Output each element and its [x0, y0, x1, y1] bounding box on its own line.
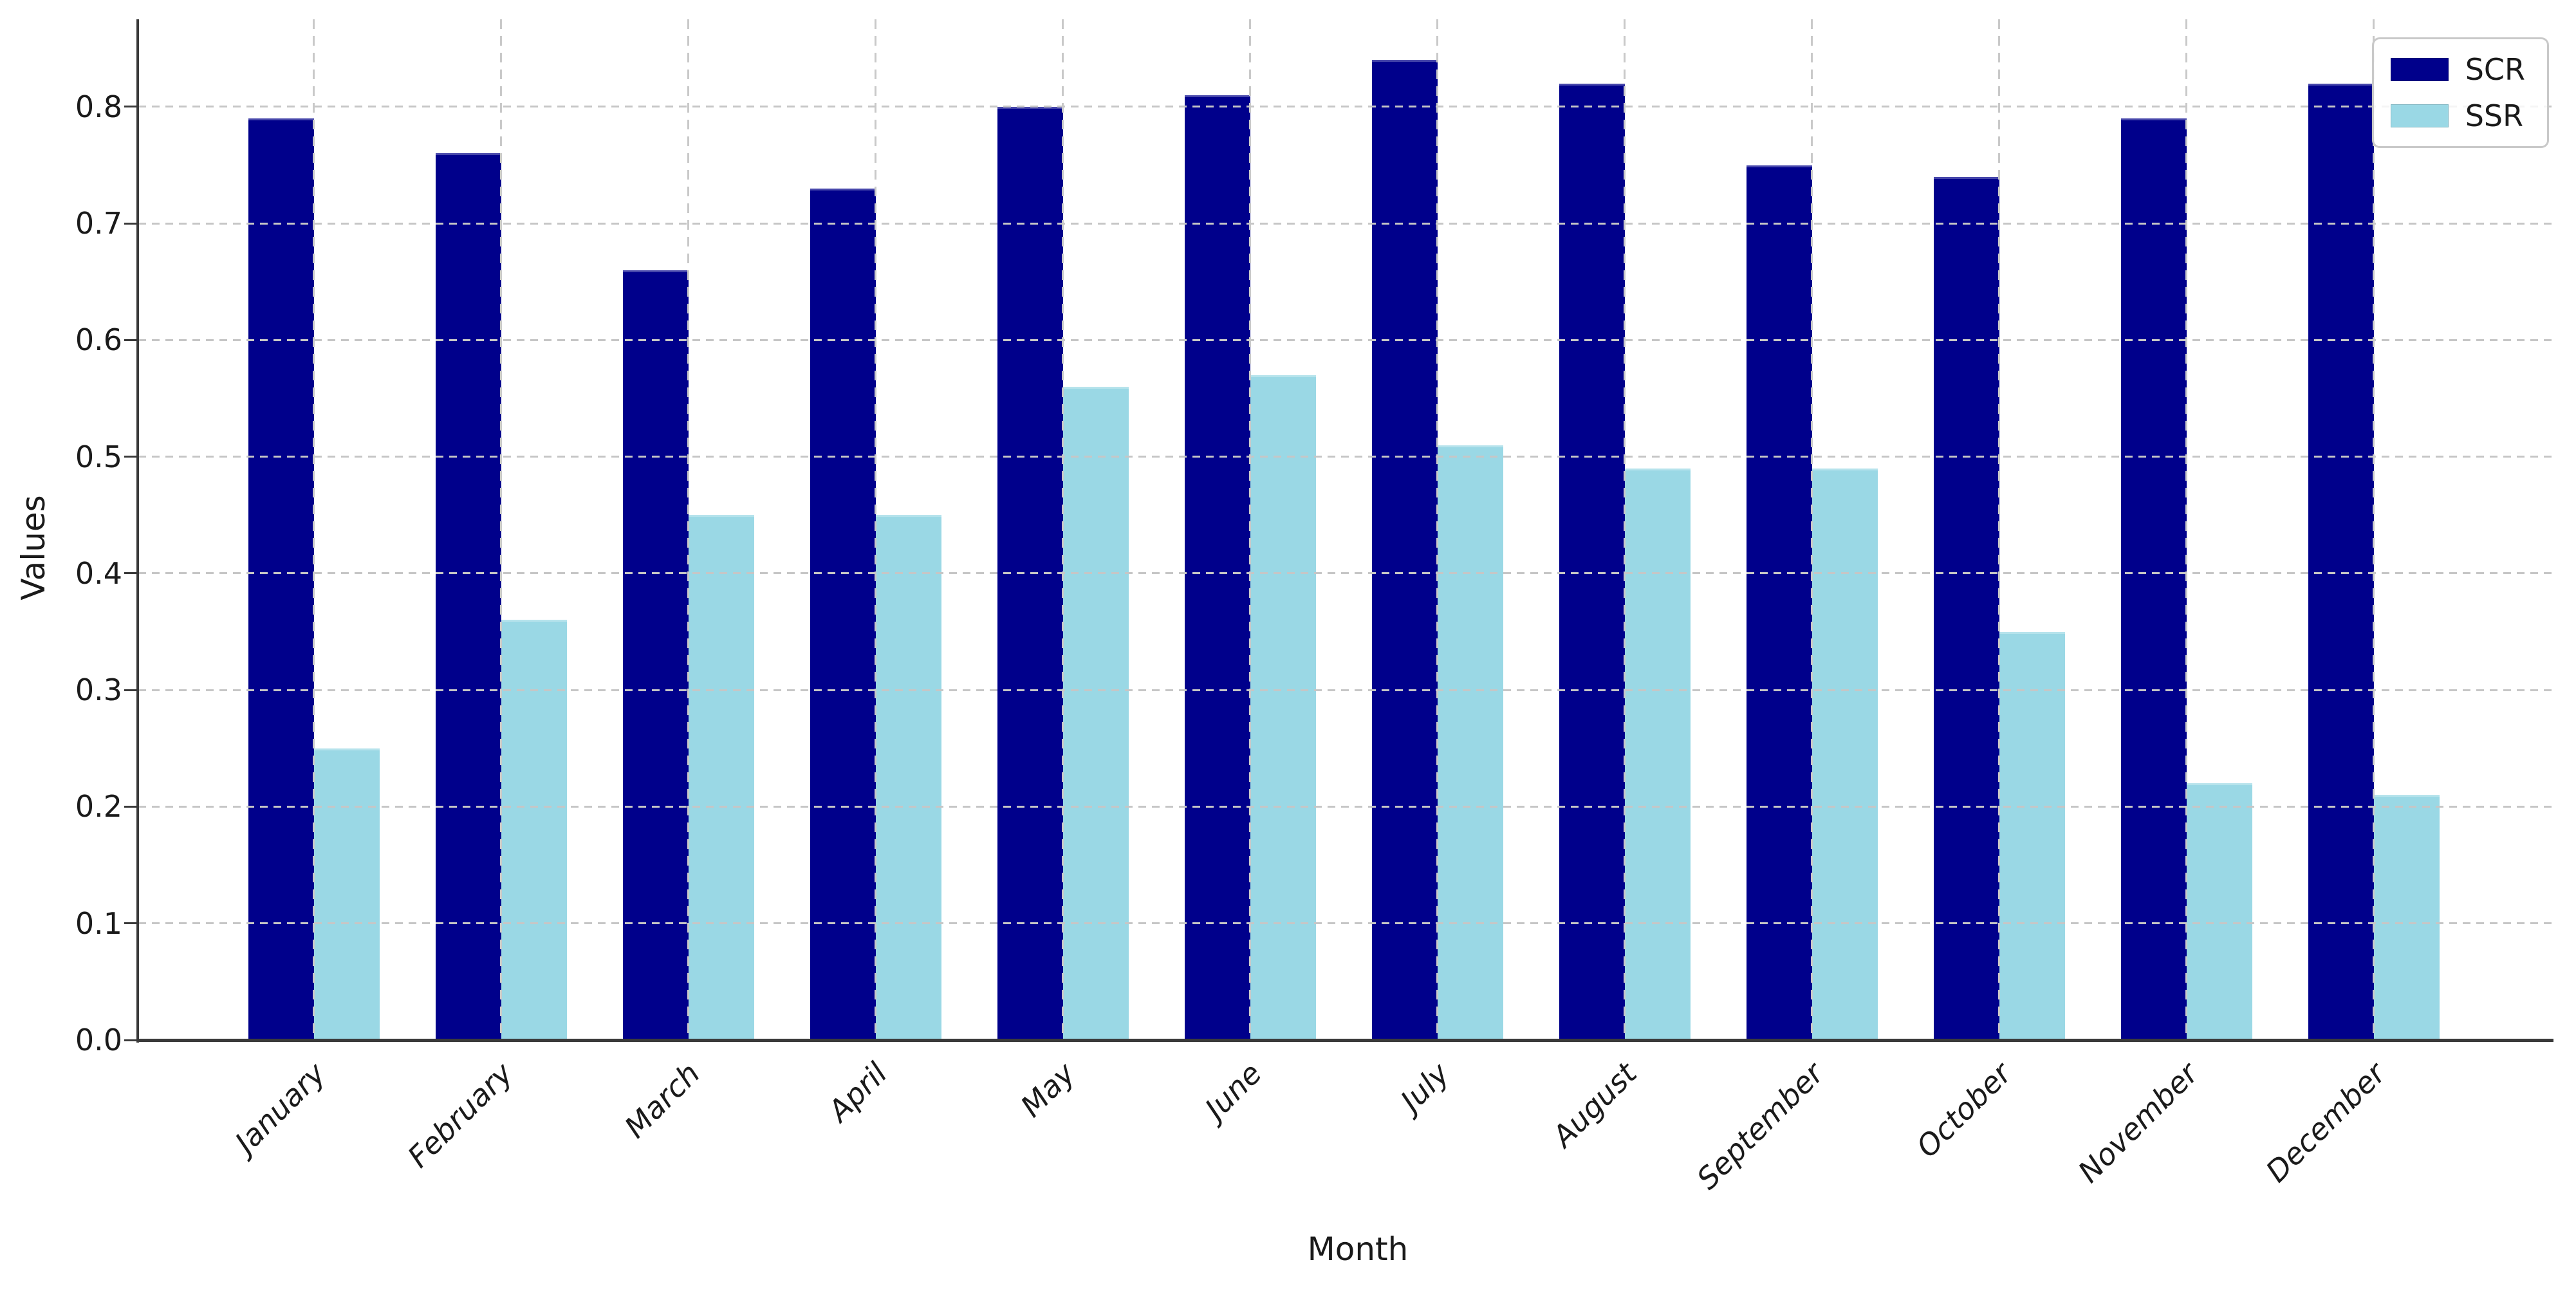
- x-tick-label-june: June: [1198, 1055, 1269, 1126]
- y-tick-mark-0.5: [124, 456, 137, 458]
- x-tick-label-july: July: [1393, 1055, 1456, 1119]
- y-tick-label-0.3: 0.3: [75, 673, 122, 708]
- y-axis-spine: [136, 19, 139, 1043]
- bar-scr-june: [1184, 95, 1250, 1040]
- y-tick-label-0.4: 0.4: [75, 555, 122, 591]
- v-gridline-july: [1436, 19, 1439, 1040]
- legend-label-scr: SCR: [2465, 52, 2525, 87]
- y-tick-mark-0.0: [124, 1039, 137, 1041]
- x-tick-label-february: February: [401, 1055, 520, 1175]
- x-tick-label-october: October: [1909, 1055, 2018, 1164]
- bar-ssr-april: [875, 515, 941, 1040]
- bar-scr-march: [622, 270, 689, 1040]
- y-tick-mark-0.3: [124, 689, 137, 691]
- v-gridline-december: [2373, 19, 2375, 1040]
- bar-scr-september: [1746, 165, 1812, 1040]
- bar-ssr-august: [1624, 468, 1691, 1040]
- plot-area: SCR SSR January February March April May June J…: [138, 19, 2552, 1196]
- y-tick-label-0.6: 0.6: [75, 322, 122, 358]
- bar-ssr-september: [1812, 468, 1878, 1040]
- y-tick-mark-0.4: [124, 572, 137, 575]
- v-gridline-january: [313, 19, 315, 1040]
- bar-ssr-november: [2186, 783, 2252, 1040]
- y-tick-label-0.0: 0.0: [75, 1023, 122, 1057]
- x-axis-title: Month: [1307, 1231, 1409, 1268]
- bar-scr-july: [1371, 60, 1438, 1040]
- y-tick-label-0.2: 0.2: [75, 789, 122, 824]
- bar-ssr-february: [501, 620, 567, 1040]
- v-gridline-september: [1811, 19, 1813, 1040]
- x-tick-label-march: March: [618, 1055, 707, 1145]
- h-gridline-0.1: [138, 922, 2552, 925]
- h-gridline-0.5: [138, 456, 2552, 458]
- bar-scr-october: [1933, 176, 1999, 1040]
- v-gridline-march: [687, 19, 690, 1040]
- y-tick-mark-0.7: [124, 222, 137, 225]
- h-gridline-0.8: [138, 106, 2552, 108]
- y-tick-mark-0.1: [124, 922, 137, 925]
- bar-scr-august: [1559, 83, 1625, 1040]
- bar-ssr-may: [1062, 386, 1129, 1040]
- x-axis-spine: [136, 1039, 2553, 1042]
- h-gridline-0.3: [138, 689, 2552, 691]
- y-tick-label-0.8: 0.8: [75, 89, 122, 124]
- bar-ssr-january: [313, 748, 380, 1040]
- y-tick-label-0.1: 0.1: [75, 906, 122, 941]
- x-tick-label-september: September: [1690, 1055, 1831, 1196]
- h-gridline-0.7: [138, 222, 2552, 225]
- v-gridline-october: [1998, 19, 2001, 1040]
- y-axis-title: Values: [15, 495, 52, 600]
- legend: SCR SSR: [2371, 37, 2549, 148]
- bar-ssr-june: [1250, 375, 1316, 1040]
- bar-ssr-july: [1437, 445, 1503, 1040]
- legend-label-ssr: SSR: [2465, 98, 2524, 133]
- legend-swatch-scr: [2390, 58, 2449, 81]
- v-gridline-november: [2185, 19, 2188, 1040]
- bar-scr-april: [810, 188, 876, 1040]
- bar-scr-november: [2120, 118, 2187, 1040]
- bar-scr-december: [2308, 83, 2374, 1040]
- h-gridline-0.4: [138, 572, 2552, 575]
- h-gridline-0.6: [138, 339, 2552, 341]
- v-gridline-february: [500, 19, 503, 1040]
- legend-item-scr: SCR: [2390, 52, 2525, 87]
- x-tick-label-january: January: [228, 1055, 333, 1160]
- legend-item-ssr: SSR: [2390, 98, 2525, 133]
- legend-swatch-ssr: [2390, 104, 2449, 127]
- x-tick-label-april: April: [821, 1055, 894, 1129]
- y-tick-label-0.5: 0.5: [75, 439, 122, 474]
- v-gridline-april: [875, 19, 877, 1040]
- x-tick-label-august: August: [1545, 1055, 1644, 1154]
- y-tick-label-0.7: 0.7: [75, 206, 122, 241]
- bar-scr-february: [435, 153, 501, 1040]
- v-gridline-june: [1249, 19, 1252, 1040]
- h-gridline-0.2: [138, 805, 2552, 808]
- bar-ssr-march: [688, 515, 754, 1040]
- bar-scr-january: [248, 118, 314, 1040]
- y-tick-mark-0.6: [124, 339, 137, 341]
- x-tick-label-may: May: [1013, 1055, 1082, 1124]
- x-tick-label-november: November: [2071, 1055, 2205, 1189]
- y-tick-mark-0.8: [124, 106, 137, 108]
- y-tick-mark-0.2: [124, 805, 137, 808]
- bar-ssr-october: [1999, 631, 2065, 1040]
- x-tick-label-december: December: [2259, 1055, 2393, 1189]
- v-gridline-may: [1062, 19, 1064, 1040]
- v-gridline-august: [1624, 19, 1626, 1040]
- bar-ssr-december: [2373, 795, 2440, 1040]
